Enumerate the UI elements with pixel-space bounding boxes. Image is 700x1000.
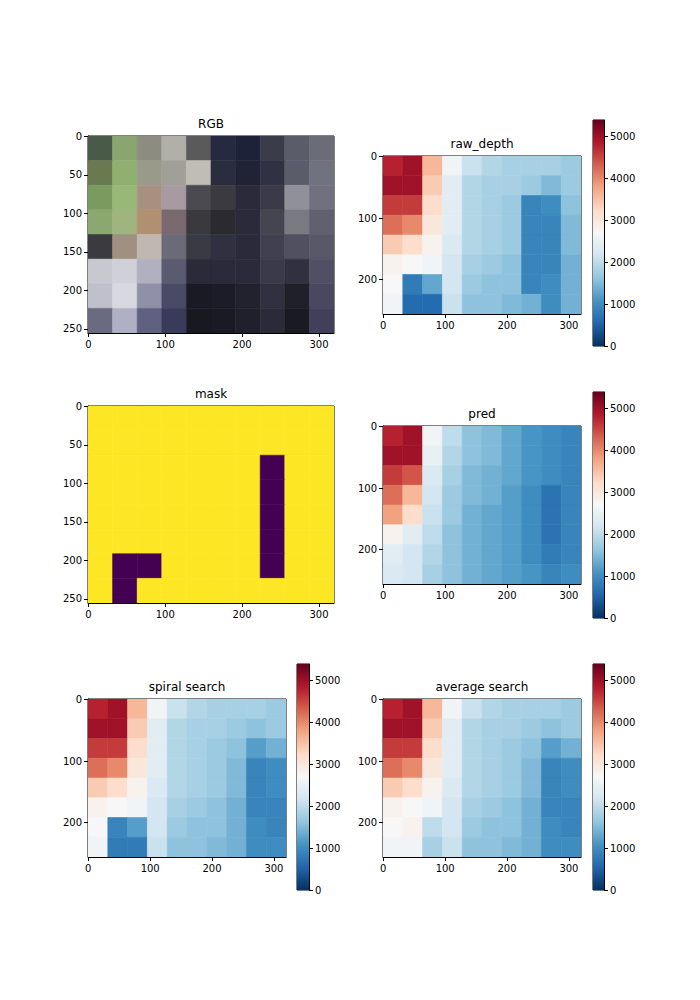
svg-text:4000: 4000 [610, 445, 635, 456]
svg-text:1000: 1000 [610, 299, 635, 310]
svg-text:mask: mask [195, 387, 227, 401]
svg-text:200: 200 [498, 590, 517, 601]
svg-text:0: 0 [371, 151, 377, 162]
svg-text:50: 50 [69, 169, 82, 180]
svg-text:300: 300 [559, 863, 578, 874]
svg-text:0: 0 [371, 694, 377, 705]
svg-text:200: 200 [233, 609, 252, 620]
svg-text:200: 200 [498, 863, 517, 874]
svg-text:3000: 3000 [610, 759, 635, 770]
svg-text:50: 50 [69, 439, 82, 450]
svg-text:0: 0 [315, 885, 321, 896]
svg-text:250: 250 [63, 593, 82, 604]
svg-text:4000: 4000 [610, 717, 635, 728]
svg-text:1000: 1000 [610, 571, 635, 582]
svg-text:4000: 4000 [315, 717, 340, 728]
svg-text:0: 0 [380, 590, 386, 601]
svg-text:3000: 3000 [610, 487, 635, 498]
svg-text:3000: 3000 [315, 759, 340, 770]
svg-text:100: 100 [63, 478, 82, 489]
svg-text:200: 200 [358, 817, 377, 828]
svg-text:250: 250 [63, 323, 82, 334]
svg-text:100: 100 [156, 609, 175, 620]
svg-text:1000: 1000 [315, 843, 340, 854]
svg-text:4000: 4000 [610, 173, 635, 184]
svg-text:0: 0 [610, 885, 616, 896]
svg-text:200: 200 [358, 544, 377, 555]
svg-text:0: 0 [76, 694, 82, 705]
svg-text:0: 0 [610, 613, 616, 624]
svg-text:200: 200 [358, 274, 377, 285]
svg-text:100: 100 [358, 483, 377, 494]
svg-text:5000: 5000 [610, 131, 635, 142]
svg-text:200: 200 [233, 339, 252, 350]
svg-text:150: 150 [63, 246, 82, 257]
svg-text:200: 200 [63, 285, 82, 296]
svg-text:300: 300 [559, 320, 578, 331]
svg-text:5000: 5000 [315, 675, 340, 686]
svg-text:0: 0 [371, 421, 377, 432]
svg-text:0: 0 [85, 609, 91, 620]
svg-text:2000: 2000 [610, 257, 635, 268]
svg-text:100: 100 [436, 320, 455, 331]
svg-text:0: 0 [380, 320, 386, 331]
svg-text:100: 100 [436, 590, 455, 601]
svg-text:average search: average search [436, 680, 529, 694]
svg-text:5000: 5000 [610, 675, 635, 686]
svg-text:0: 0 [610, 341, 616, 352]
svg-text:5000: 5000 [610, 403, 635, 414]
svg-text:200: 200 [203, 863, 222, 874]
svg-text:200: 200 [498, 320, 517, 331]
svg-text:spiral search: spiral search [149, 680, 226, 694]
svg-text:2000: 2000 [315, 801, 340, 812]
svg-text:0: 0 [76, 131, 82, 142]
svg-text:1000: 1000 [610, 843, 635, 854]
svg-text:0: 0 [76, 401, 82, 412]
svg-text:0: 0 [85, 863, 91, 874]
svg-text:200: 200 [63, 817, 82, 828]
svg-text:2000: 2000 [610, 801, 635, 812]
svg-text:300: 300 [309, 339, 328, 350]
svg-text:RGB: RGB [198, 117, 224, 131]
svg-text:100: 100 [141, 863, 160, 874]
svg-text:300: 300 [264, 863, 283, 874]
svg-text:100: 100 [436, 863, 455, 874]
svg-text:100: 100 [63, 756, 82, 767]
svg-text:150: 150 [63, 516, 82, 527]
svg-text:pred: pred [468, 407, 495, 421]
svg-text:100: 100 [358, 213, 377, 224]
svg-text:200: 200 [63, 555, 82, 566]
svg-text:raw_depth: raw_depth [450, 137, 513, 151]
svg-text:300: 300 [309, 609, 328, 620]
svg-text:2000: 2000 [610, 529, 635, 540]
svg-text:300: 300 [559, 590, 578, 601]
svg-text:100: 100 [156, 339, 175, 350]
svg-text:3000: 3000 [610, 215, 635, 226]
svg-text:0: 0 [85, 339, 91, 350]
svg-text:100: 100 [358, 756, 377, 767]
svg-text:0: 0 [380, 863, 386, 874]
svg-text:100: 100 [63, 208, 82, 219]
